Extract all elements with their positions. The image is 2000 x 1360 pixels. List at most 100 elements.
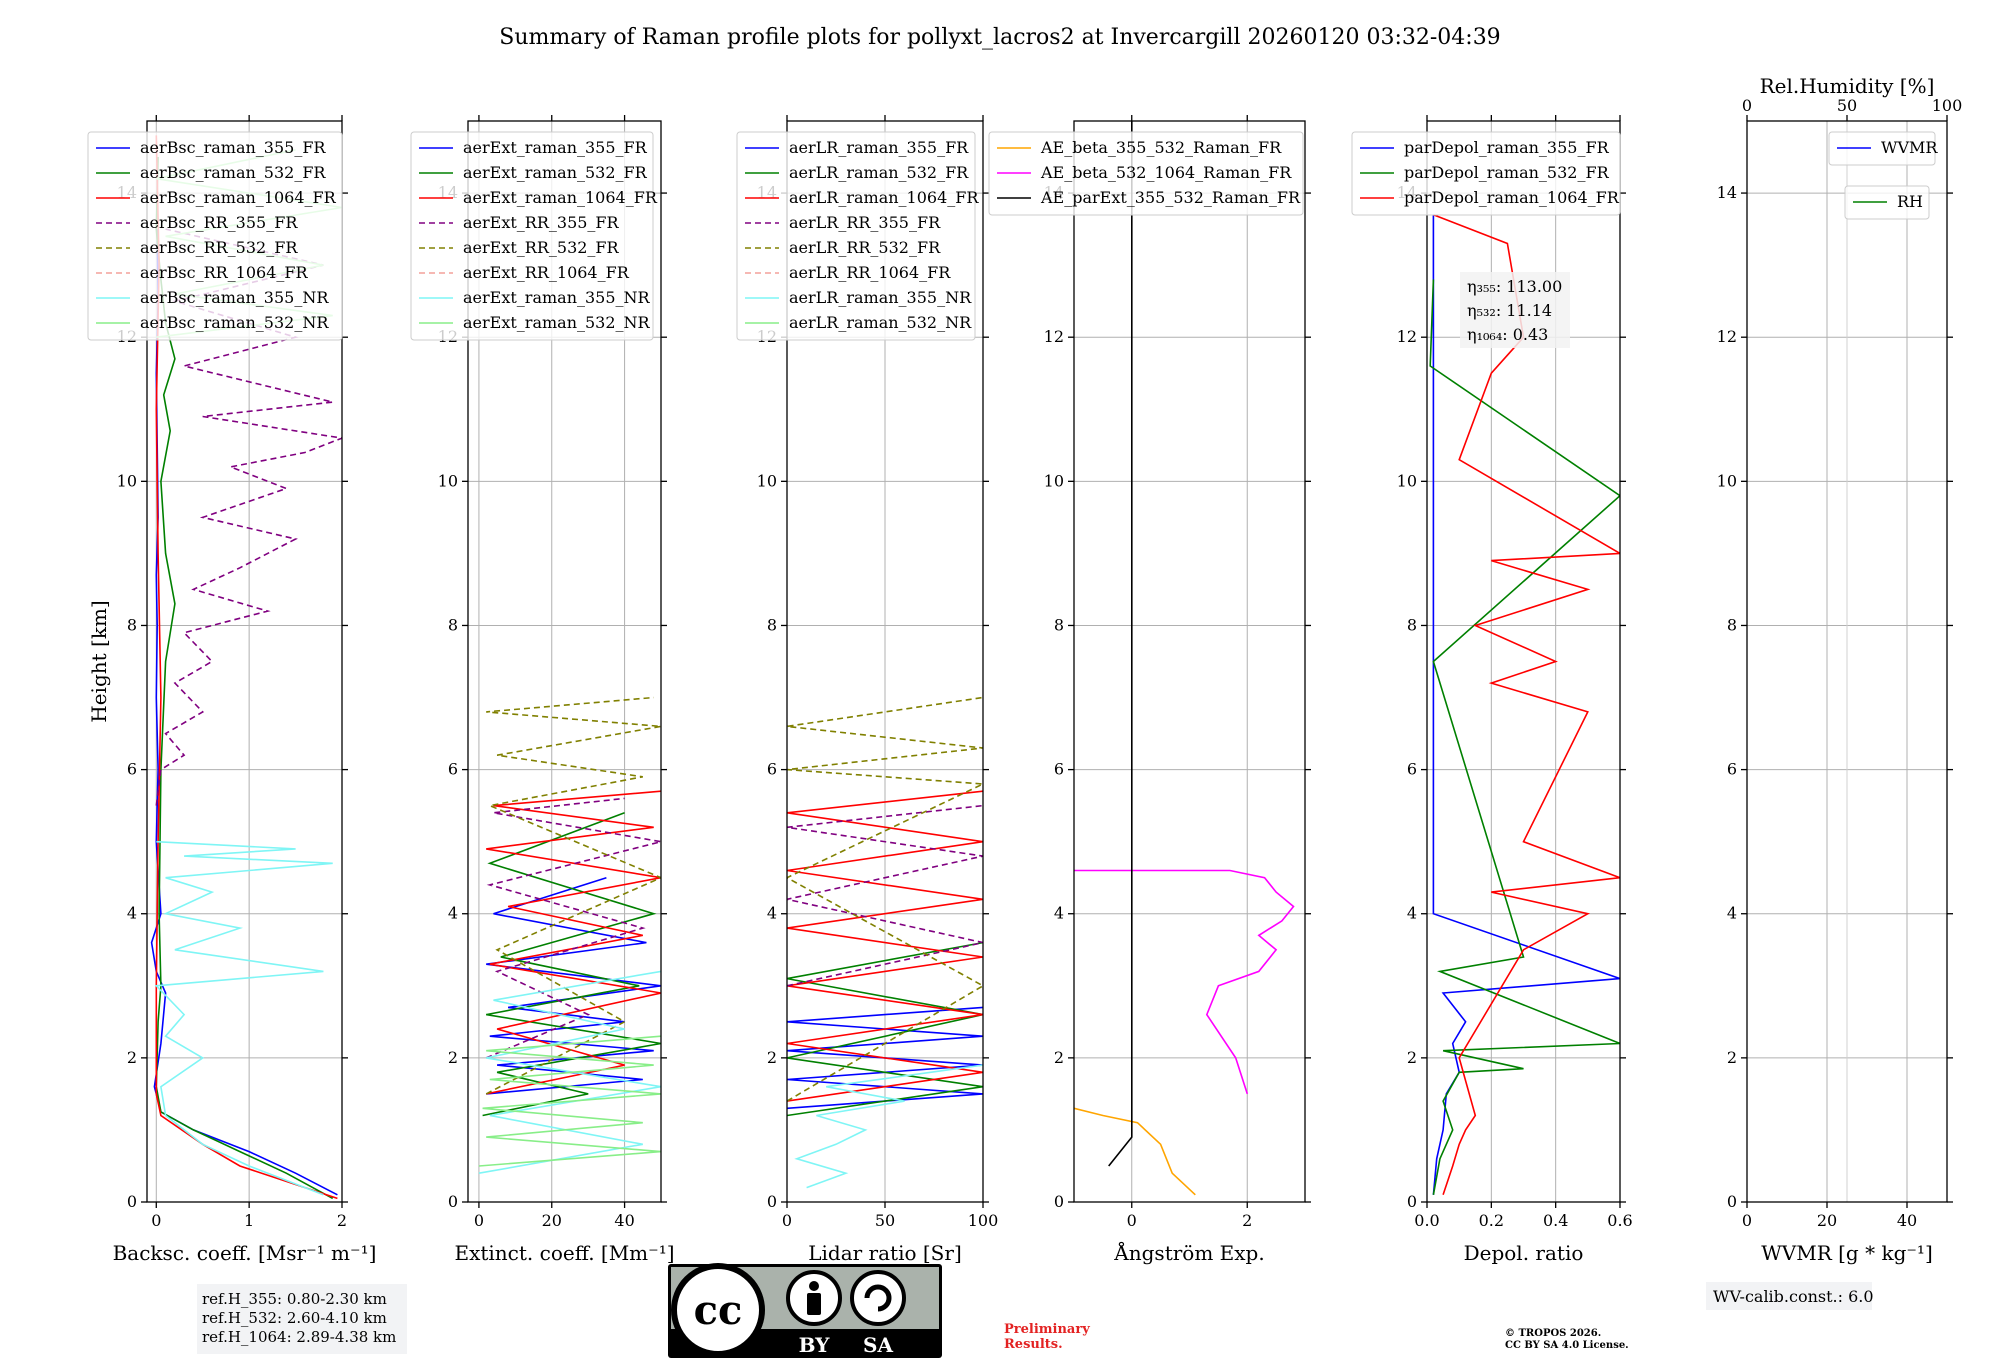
- series-aerBsc_raman_355_NR: [154, 840, 333, 1196]
- by-person-head: [809, 1281, 819, 1291]
- series-aerExt_raman_532_NR: [478, 1035, 661, 1167]
- axes-frame: [1073, 120, 1306, 1203]
- cc-license-badge: cc BY SA: [668, 1263, 942, 1358]
- legend-label: aerLR_raman_355_FR: [789, 138, 969, 157]
- legend-label: RH: [1897, 192, 1923, 211]
- legend: parDepol_raman_355_FR parDepol_raman_532_…: [1351, 131, 1621, 216]
- series-aerLR_raman_532_FR: [787, 941, 983, 1117]
- ytick-label: 0: [1407, 1192, 1417, 1211]
- eta-annotation: η₃₅₅: 113.00 η₅₃₂: 11.14 η₁₀₆₄: 0.43: [1460, 272, 1570, 348]
- top-xlabel: Rel.Humidity [%]: [1760, 74, 1935, 98]
- ytick-label: 2: [1054, 1048, 1064, 1067]
- xlabel: Backsc. coeff. [Msr⁻¹ m⁻¹]: [113, 1241, 377, 1265]
- ytick-label: 8: [1407, 615, 1417, 634]
- legend-label: aerExt_raman_355_NR: [463, 288, 651, 307]
- legend-label: aerBsc_RR_532_FR: [140, 238, 298, 257]
- xtick-label: 2: [337, 1211, 347, 1230]
- series-AE_beta_532_1064_Raman_FR: [1074, 869, 1295, 1095]
- legend-label: aerLR_raman_532_FR: [789, 163, 969, 182]
- ref-h-532: ref.H_532: 2.60-4.10 km: [202, 1309, 387, 1327]
- series-parDepol_raman_355_FR: [1432, 214, 1620, 1195]
- xlabel: Depol. ratio: [1464, 1241, 1584, 1265]
- series-parDepol_raman_532_FR: [1429, 279, 1620, 1195]
- legend-label: aerExt_raman_532_NR: [463, 313, 651, 332]
- legend-box: [87, 131, 343, 341]
- legend-label: WVMR: [1881, 138, 1938, 157]
- series-aerExt_raman_1064_FR: [486, 790, 661, 1095]
- eta-355: η₃₅₅: 113.00: [1467, 277, 1562, 296]
- legend-label: aerLR_raman_1064_FR: [789, 188, 979, 207]
- cc-logo-text: cc: [694, 1287, 743, 1334]
- legend-label: aerBsc_raman_1064_FR: [140, 188, 337, 207]
- ytick-label: 0: [1727, 1192, 1737, 1211]
- ytick-label: 10: [757, 471, 777, 490]
- series-aerExt_RR_532_FR: [485, 696, 661, 1095]
- ytick-label: 4: [1407, 904, 1417, 923]
- ytick-label: 12: [1717, 327, 1737, 346]
- legend-label: aerExt_RR_355_FR: [463, 213, 620, 232]
- ytick-label: 12: [1397, 327, 1417, 346]
- ytick-label: 2: [448, 1048, 458, 1067]
- xtick-label: 0: [1742, 1211, 1752, 1230]
- series-group: [1429, 213, 1620, 1196]
- legend: WVMR: [1828, 131, 1938, 166]
- legend: RH: [1844, 185, 1930, 220]
- legend: aerLR_raman_355_FR aerLR_raman_532_FR aerL…: [736, 131, 979, 341]
- xtick-label: 50: [875, 1211, 895, 1230]
- preliminary-line-2: Results.: [1004, 1337, 1063, 1352]
- series-aerBsc_raman_355_FR: [150, 229, 338, 1196]
- ytick-label: 6: [767, 760, 777, 779]
- legend-box: [1351, 131, 1621, 216]
- legend: AE_beta_355_532_Raman_FR AE_beta_532_1064…: [988, 131, 1304, 216]
- plot-panels: 02468101214012Backsc. coeff. [Msr⁻¹ m⁻¹]…: [87, 74, 1962, 1265]
- ytick-label: 10: [1044, 471, 1064, 490]
- ytick-label: 8: [1054, 615, 1064, 634]
- ytick-label: 6: [1054, 760, 1064, 779]
- legend-label: parDepol_raman_355_FR: [1404, 138, 1610, 157]
- panel-ae: 0246810121402Ångström Exp.AE_beta_355_53…: [988, 115, 1311, 1265]
- sa-share-icon: [850, 1270, 906, 1326]
- top-xtick-label: 100: [1932, 96, 1963, 115]
- by-person-body: [807, 1293, 821, 1315]
- eta-1064: η₁₀₆₄: 0.43: [1467, 325, 1548, 344]
- legend-label: aerLR_raman_355_NR: [789, 288, 972, 307]
- legend-label: aerBsc_raman_532_NR: [140, 313, 329, 332]
- legend: aerBsc_raman_355_FR aerBsc_raman_532_FRae…: [87, 131, 343, 341]
- eta-532: η₅₃₂: 11.14: [1467, 301, 1552, 320]
- wv-calib-bg: [1706, 1282, 1872, 1310]
- xtick-label: 0.0: [1414, 1211, 1439, 1230]
- legend-label: aerBsc_RR_355_FR: [140, 213, 298, 232]
- legend-box: [988, 131, 1304, 216]
- ytick-label: 4: [1054, 904, 1064, 923]
- ytick-label: 2: [1407, 1048, 1417, 1067]
- xtick-label: 40: [614, 1211, 634, 1230]
- panel-lr: 02468101214050100Lidar ratio [Sr]aerLR_r…: [736, 115, 998, 1265]
- xlabel: Lidar ratio [Sr]: [808, 1241, 962, 1265]
- series-parDepol_raman_1064_FR: [1433, 213, 1620, 1196]
- ytick-label: 2: [127, 1048, 137, 1067]
- top-xtick-label: 0: [1742, 96, 1752, 115]
- xlabel: WVMR [g * kg⁻¹]: [1761, 1241, 1933, 1265]
- preliminary-line-1: Preliminary: [1004, 1322, 1090, 1337]
- legend-label: aerLR_raman_532_NR: [789, 313, 972, 332]
- xtick-label: 1: [244, 1211, 254, 1230]
- xlabel: Ångström Exp.: [1113, 1240, 1264, 1265]
- ytick-label: 6: [1407, 760, 1417, 779]
- xtick-label: 0.2: [1479, 1211, 1504, 1230]
- legend-label: parDepol_raman_532_FR: [1404, 163, 1610, 182]
- ytick-label: 8: [1727, 615, 1737, 634]
- ytick-label: 6: [448, 760, 458, 779]
- legend-label: aerBsc_raman_355_FR: [140, 138, 326, 157]
- xtick-label: 0.4: [1543, 1211, 1568, 1230]
- series-aerBsc_RR_355_FR: [155, 228, 342, 806]
- xtick-label: 0: [782, 1211, 792, 1230]
- series-group: [1074, 121, 1295, 1196]
- panel-ext: 0246810121402040Extinct. coeff. [Mm⁻¹]ae…: [410, 115, 675, 1265]
- legend-box: [1828, 131, 1936, 166]
- panel-bsc: 02468101214012Backsc. coeff. [Msr⁻¹ m⁻¹]…: [87, 115, 376, 1265]
- ytick-label: 10: [438, 471, 458, 490]
- series-group: [787, 696, 983, 1189]
